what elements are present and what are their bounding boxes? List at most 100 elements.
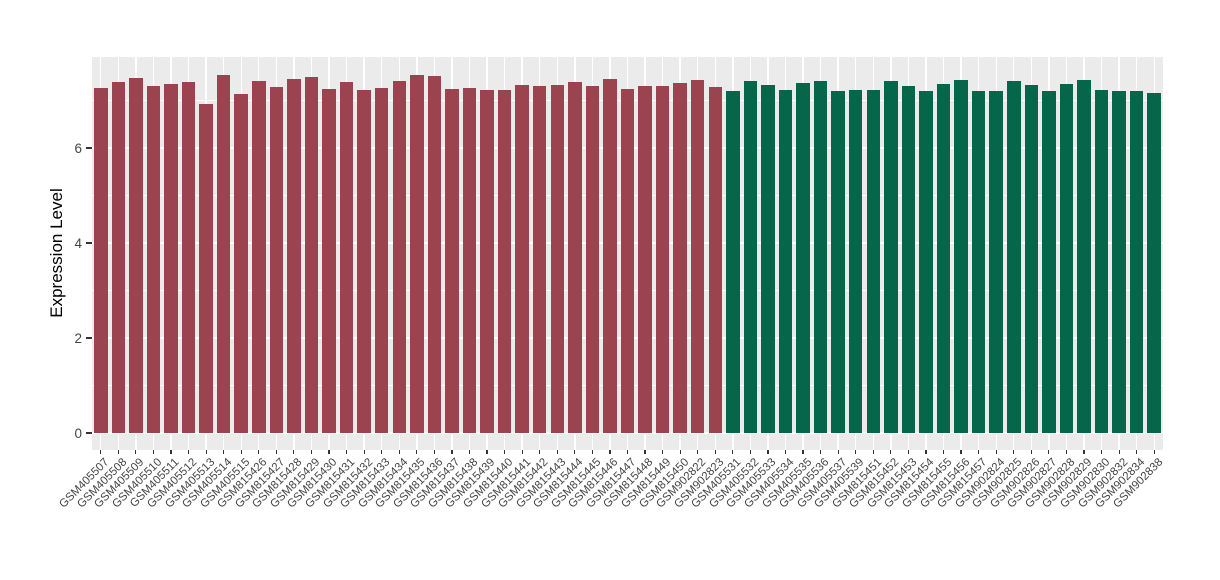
x-tick-mark xyxy=(609,450,611,454)
x-tick-mark xyxy=(784,450,787,454)
bar-GSM815439 xyxy=(480,89,494,433)
x-tick-mark xyxy=(1153,450,1155,454)
bar-GSM405532 xyxy=(743,81,758,433)
x-tick-mark xyxy=(100,450,102,454)
x-tick-mark xyxy=(258,450,260,454)
bar-GSM405535 xyxy=(796,83,810,433)
y-tick-label: 6 xyxy=(74,140,82,156)
x-tick-mark xyxy=(1118,450,1120,454)
bar-GSM902823 xyxy=(708,86,723,433)
y-tick-label: 2 xyxy=(74,330,82,346)
x-tick-mark xyxy=(960,450,962,454)
bar-GSM405533 xyxy=(761,85,775,433)
bar-GSM815432 xyxy=(357,89,371,433)
bar-GSM815442 xyxy=(532,85,547,433)
bar-GSM405537 xyxy=(831,91,845,433)
x-tick-mark xyxy=(503,450,506,454)
x-tick-mark xyxy=(170,450,172,454)
bar-GSM902824 xyxy=(989,90,1003,433)
x-tick-mark xyxy=(486,450,488,454)
bar-GSM815455 xyxy=(936,83,951,433)
bar-GSM815435 xyxy=(410,74,424,433)
bar-GSM815452 xyxy=(884,81,898,433)
x-tick-mark xyxy=(820,450,822,454)
x-tick-mark xyxy=(995,450,997,454)
x-tick-mark xyxy=(855,450,857,454)
bar-GSM815438 xyxy=(462,87,477,433)
x-tick-mark xyxy=(135,450,137,454)
y-axis-title: Expression Level xyxy=(47,188,66,318)
y-tick-mark xyxy=(86,337,92,339)
x-tick-mark xyxy=(1030,450,1032,454)
x-tick-mark xyxy=(679,450,681,454)
bar-GSM815430 xyxy=(322,88,336,433)
bar-GSM815447 xyxy=(620,88,635,433)
bar-GSM405512 xyxy=(181,81,196,433)
bar-GSM405531 xyxy=(726,90,740,433)
bar-GSM815449 xyxy=(655,85,670,433)
y-tick-mark xyxy=(86,432,92,434)
x-tick-mark xyxy=(398,450,400,454)
x-tick-mark xyxy=(345,450,348,454)
bar-GSM815429 xyxy=(304,77,319,433)
x-tick-mark xyxy=(152,450,155,454)
y-tick-label: 0 xyxy=(74,425,82,441)
x-tick-mark xyxy=(275,450,277,454)
bar-GSM815431 xyxy=(339,81,354,433)
y-tick-mark xyxy=(86,242,92,244)
bar-GSM902829 xyxy=(1077,80,1091,433)
x-tick-mark xyxy=(539,450,541,454)
x-tick-mark xyxy=(767,450,769,454)
plot-panel xyxy=(92,57,1163,450)
bar-GSM815437 xyxy=(445,88,459,433)
bar-GSM405515 xyxy=(234,94,248,433)
bar-GSM902834 xyxy=(1129,90,1144,433)
bar-GSM815456 xyxy=(954,80,968,433)
bar-GSM815448 xyxy=(638,86,652,433)
x-tick-mark xyxy=(363,450,365,454)
x-tick-mark xyxy=(732,450,734,454)
bar-GSM815446 xyxy=(603,79,617,433)
bar-GSM815436 xyxy=(427,75,442,433)
bar-GSM902828 xyxy=(1059,83,1074,433)
bar-GSM405536 xyxy=(813,80,828,433)
x-tick-mark xyxy=(223,450,225,454)
bar-GSM815444 xyxy=(568,81,582,433)
bar-GSM405513 xyxy=(199,103,213,433)
x-tick-mark xyxy=(1048,450,1050,454)
x-tick-mark xyxy=(293,450,295,454)
x-tick-mark xyxy=(644,450,646,454)
x-tick-mark xyxy=(468,450,471,454)
bar-GSM815433 xyxy=(374,88,389,433)
bar-GSM405511 xyxy=(164,83,178,433)
x-tick-mark xyxy=(626,450,629,454)
x-tick-mark xyxy=(837,450,839,454)
bar-GSM815428 xyxy=(287,79,301,433)
bar-GSM815445 xyxy=(585,86,600,433)
x-tick-mark xyxy=(451,450,453,454)
x-tick-mark xyxy=(942,450,945,454)
bar-GSM405514 xyxy=(216,75,231,433)
x-tick-mark xyxy=(697,450,699,454)
bar-GSM405508 xyxy=(111,81,126,433)
x-tick-mark xyxy=(802,450,804,454)
x-tick-mark xyxy=(1100,450,1103,454)
y-tick-mark xyxy=(86,147,92,149)
bar-GSM902825 xyxy=(1007,80,1021,433)
x-tick-mark xyxy=(749,450,751,454)
x-tick-mark xyxy=(240,450,242,454)
x-tick-mark xyxy=(556,450,558,454)
bar-GSM815440 xyxy=(497,89,512,433)
bar-GSM902838 xyxy=(1147,92,1161,433)
x-tick-mark xyxy=(1013,450,1015,454)
bar-GSM405507 xyxy=(94,88,108,433)
bar-GSM815451 xyxy=(866,89,881,433)
x-tick-mark xyxy=(521,450,523,454)
x-tick-mark xyxy=(872,450,874,454)
x-tick-mark xyxy=(907,450,909,454)
x-tick-mark xyxy=(205,450,207,454)
bar-GSM902827 xyxy=(1042,91,1056,433)
x-tick-mark xyxy=(1083,450,1085,454)
bar-GSM815454 xyxy=(919,90,933,433)
